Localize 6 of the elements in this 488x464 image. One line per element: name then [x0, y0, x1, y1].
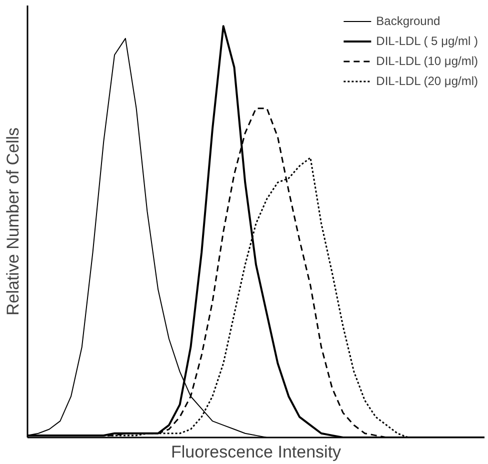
legend-label: DIL-LDL (10 μg/ml) [376, 54, 478, 68]
legend-label: Background [376, 14, 440, 28]
legend-label: DIL-LDL ( 5 μg/ml ) [376, 34, 478, 48]
legend-label: DIL-LDL (20 μg/ml) [376, 74, 478, 88]
y-axis-title: Relative Number of Cells [4, 127, 22, 316]
x-axis-title: Fluorescence Intensity [170, 442, 342, 462]
